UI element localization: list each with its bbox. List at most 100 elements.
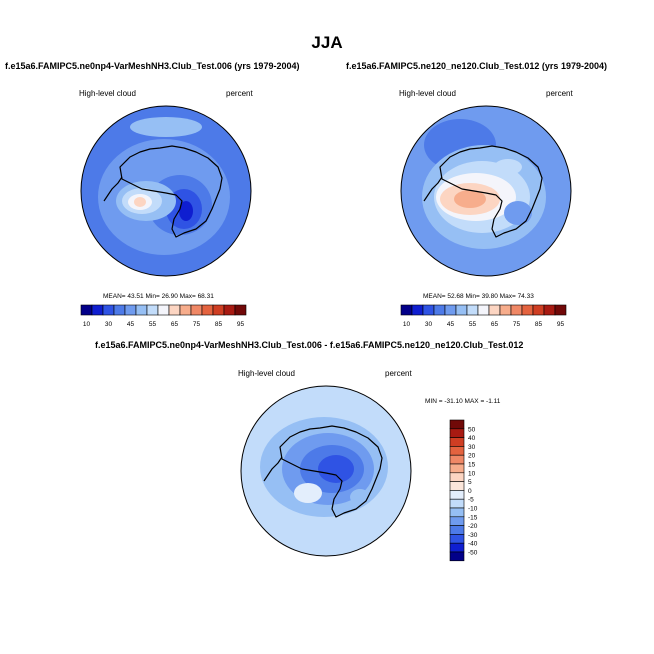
left-mean-label: MEAN=: [103, 293, 126, 300]
right-max-value: 74.33: [517, 293, 534, 300]
right-colorbar-tick: 30: [425, 321, 433, 328]
right-variable-label: High-level cloud: [399, 89, 456, 98]
right-mean-label: MEAN=: [423, 293, 446, 300]
diff-colorbar-box-15: [449, 551, 465, 562]
left-colorbar-box-13: [223, 304, 236, 316]
left-contour-8: [134, 197, 146, 207]
left-map-border: [80, 105, 252, 277]
diff-contour-4: [318, 455, 354, 483]
left-panel-title: f.e15a6.FAMIPC5.ne0np4-VarMeshNH3.Club_T…: [5, 61, 300, 71]
diff-contour-5: [294, 483, 322, 503]
left-mean-value: 43.51: [127, 293, 144, 300]
diff-colorbar-tick: -50: [468, 550, 478, 557]
left-min-label: Min=: [145, 293, 160, 300]
diff-colorbar-box-13: [449, 534, 465, 544]
right-colorbar-box-3: [433, 304, 446, 316]
right-colorbar-box-14: [554, 304, 567, 316]
left-colorbar-box-6: [146, 304, 159, 316]
diff-colorbar-tick: 50: [468, 426, 476, 433]
left-colorbar-box-11: [201, 304, 214, 316]
right-max-label: Max=: [499, 293, 516, 300]
left-peninsula-outline: [103, 176, 123, 202]
diff-colorbar-tick: 20: [468, 453, 476, 460]
right-units-label: percent: [546, 89, 573, 98]
diff-colorbar-box-1: [449, 428, 465, 438]
right-min-value: 39.80: [481, 293, 498, 300]
right-antarctica-outline: [439, 145, 543, 238]
left-colorbar-tick: 10: [83, 321, 91, 328]
right-contour-7: [504, 201, 532, 225]
diff-peninsula-outline: [263, 456, 283, 482]
left-contour-4: [179, 201, 193, 221]
figure-title: JJA: [311, 33, 343, 52]
left-max-label: Max=: [179, 293, 196, 300]
diff-colorbar-tick: 5: [468, 479, 472, 486]
right-stats: MEAN= 52.68 Min= 39.80 Max= 74.33: [423, 293, 534, 300]
right-colorbar-box-7: [477, 304, 490, 316]
right-colorbar-tick: 95: [557, 321, 565, 328]
diff-colorbar-box-3: [449, 446, 465, 456]
right-colorbar-box-2: [422, 304, 435, 316]
diff-colorbar-tick: -5: [468, 497, 474, 504]
diff-variable-label: High-level cloud: [238, 369, 295, 378]
diff-colorbar-box-12: [449, 525, 465, 535]
right-mean-value: 52.68: [447, 293, 464, 300]
left-colorbar-box-14: [234, 304, 247, 316]
diff-units-label: percent: [385, 369, 412, 378]
diff-colorbar-box-4: [449, 454, 465, 465]
diff-colorbar-tick: -10: [468, 506, 478, 513]
diff-colorbar-box-14: [449, 542, 465, 553]
left-colorbar-box-7: [157, 304, 170, 316]
left-variable-label: High-level cloud: [79, 89, 136, 98]
right-colorbar-box-6: [466, 304, 479, 316]
left-colorbar-box-10: [190, 304, 203, 316]
right-polar-map: [400, 105, 572, 277]
left-colorbar-box-2: [102, 304, 115, 316]
right-colorbar-box-1: [411, 304, 424, 316]
left-colorbar-box-12: [212, 304, 225, 316]
left-colorbar-box-3: [113, 304, 126, 316]
diff-colorbar-tick: -20: [468, 523, 478, 530]
left-colorbar-box-1: [91, 304, 104, 316]
left-polar-map: [80, 105, 252, 277]
right-colorbar-box-0: [400, 304, 413, 316]
left-units-label: percent: [226, 89, 253, 98]
left-colorbar-tick: 85: [215, 321, 223, 328]
left-colorbar-tick: 75: [193, 321, 201, 328]
right-colorbar-tick: 10: [403, 321, 411, 328]
diff-colorbar-box-8: [449, 490, 465, 500]
left-colorbar-box-4: [124, 304, 137, 316]
diff-colorbar-box-10: [449, 507, 465, 518]
diff-colorbar-tick: -40: [468, 541, 478, 548]
diff-colorbar-box-11: [449, 516, 465, 526]
right-colorbar-box-12: [532, 304, 545, 316]
left-colorbar-tick: 65: [171, 321, 179, 328]
diff-colorbar-tick: 40: [468, 435, 476, 442]
left-colorbar-tick: 55: [149, 321, 157, 328]
right-colorbar-box-4: [444, 304, 457, 316]
right-contour-8: [494, 159, 522, 175]
left-colorbar-tick: 95: [237, 321, 245, 328]
diff-colorbar-tick: -30: [468, 532, 478, 539]
diff-stats: MIN = -31.10 MAX = -1.11: [425, 398, 501, 405]
right-colorbar-box-10: [510, 304, 523, 316]
diff-colorbar-tick: -15: [468, 514, 478, 521]
diff-panel-title: f.e15a6.FAMIPC5.ne0np4-VarMeshNH3.Club_T…: [95, 340, 524, 350]
left-antarctica-outline: [119, 145, 223, 238]
right-colorbar-tick: 85: [535, 321, 543, 328]
left-colorbar-box-9: [179, 304, 192, 316]
diff-colorbar-tick: 10: [468, 470, 476, 477]
right-colorbar: 10 30 45 55 65 75 85 95: [400, 304, 567, 328]
right-colorbar-tick: 45: [447, 321, 455, 328]
left-contour-9: [130, 117, 202, 137]
diff-colorbar-box-9: [449, 498, 465, 509]
left-stats: MEAN= 43.51 Min= 26.90 Max= 68.31: [103, 293, 214, 300]
right-min-label: Min=: [465, 293, 480, 300]
left-colorbar-tick: 30: [105, 321, 113, 328]
diff-colorbar-box-7: [449, 481, 465, 491]
right-colorbar-tick: 75: [513, 321, 521, 328]
left-colorbar-box-8: [168, 304, 181, 316]
right-colorbar-box-13: [543, 304, 556, 316]
left-colorbar-tick: 45: [127, 321, 135, 328]
